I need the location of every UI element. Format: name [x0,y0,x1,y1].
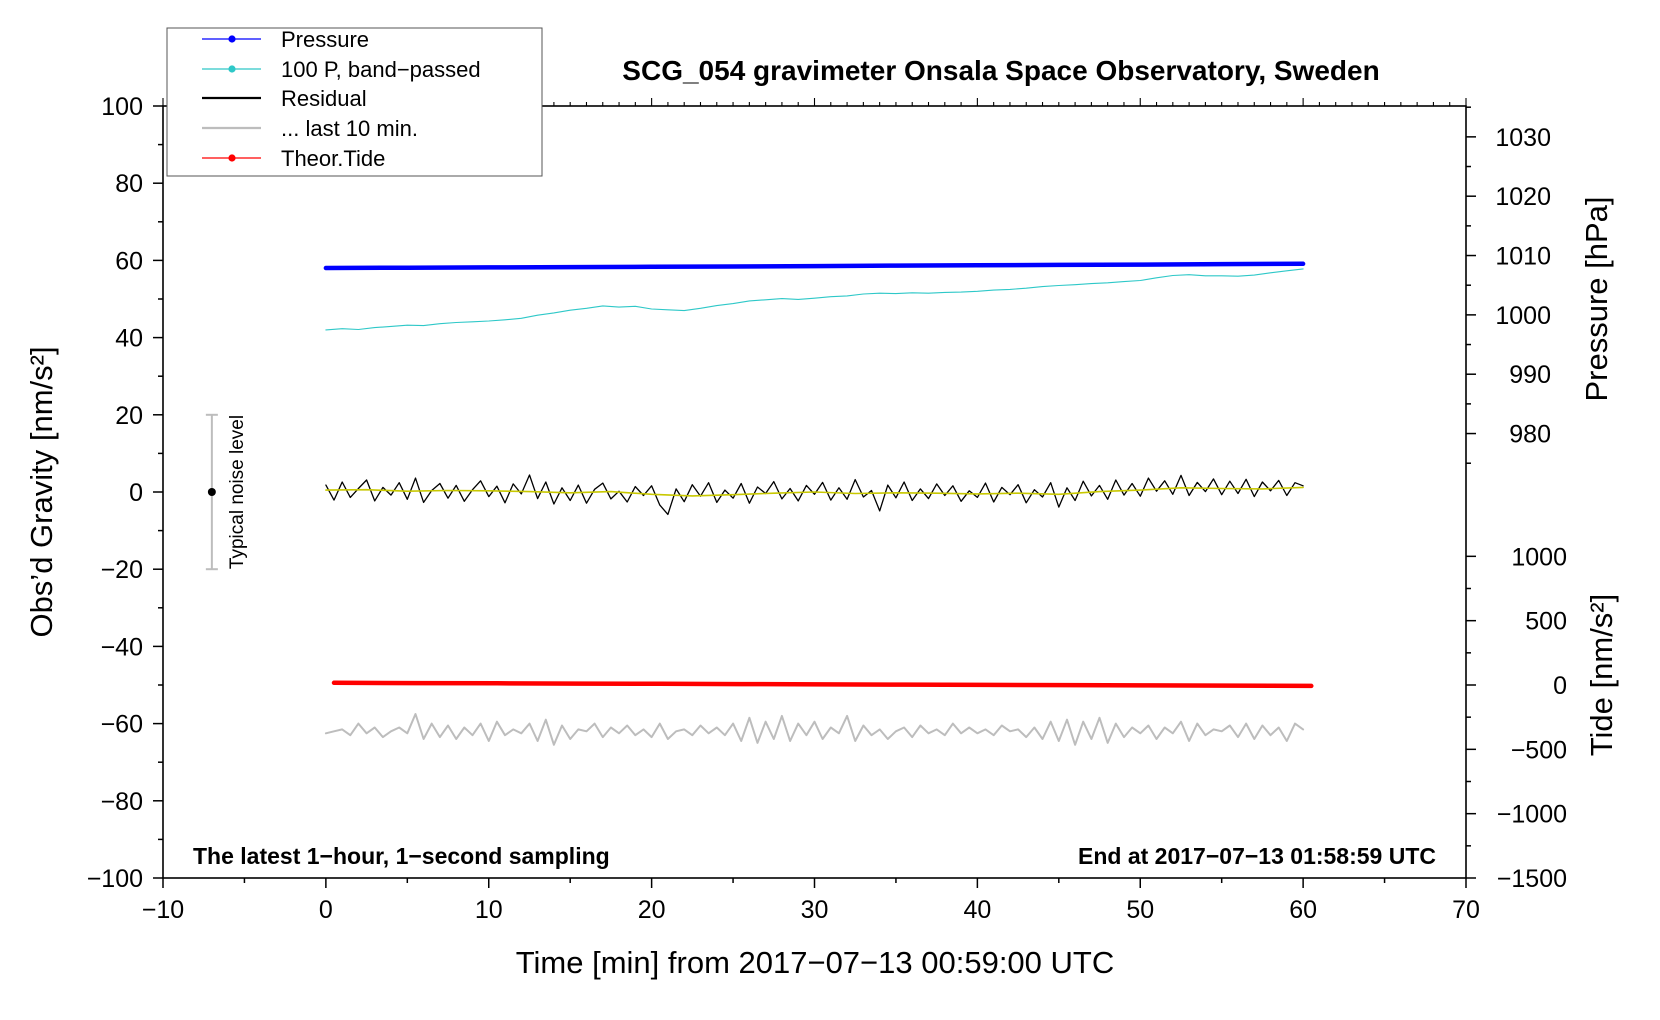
end-time-note: End at 2017−07−13 01:58:59 UTC [1078,843,1436,869]
x-tick-label: 60 [1289,896,1317,924]
sampling-note: The latest 1−hour, 1−second sampling [193,843,610,869]
pressure-axis-label: Pressure [hPa] [1579,196,1614,401]
tide-tick-label: −1000 [1497,801,1567,829]
pressure-tick-label: 1020 [1495,183,1551,211]
pressure-tick-label: 1000 [1495,302,1551,330]
legend-item-theor-tide: Theor.Tide [202,146,385,171]
legend-label: 100 P, band−passed [281,57,481,82]
tide-tick-label: −1500 [1497,865,1567,893]
legend-item-band-passed: 100 P, band−passed [202,57,481,82]
legend-label: Theor.Tide [281,146,385,171]
y-axis-label: Obs’d Gravity [nm/s²] [24,346,59,637]
series-line-residual [325,474,1304,516]
legend: Pressure 100 P, band−passed Residual ...… [166,27,543,177]
legend-swatch-marker [228,65,236,73]
y-tick-label: 100 [101,93,143,121]
tide-axis-label: Tide [nm/s²] [1584,594,1619,757]
tide-tick-label: −500 [1511,736,1567,764]
legend-box [166,27,543,177]
y-tick-label: −20 [101,556,143,584]
pressure-tick-label: 1010 [1495,243,1551,271]
pressure-tick-label: 1030 [1495,124,1551,152]
y-tick-label: −80 [101,788,143,816]
x-tick-label: −10 [142,896,184,924]
legend-label: Pressure [281,27,369,52]
pressure-tick-label: 990 [1509,361,1551,389]
y-tick-label: −40 [101,633,143,661]
x-tick-label: 50 [1126,896,1154,924]
x-axis-label: Time [min] from 2017−07−13 00:59:00 UTC [516,945,1115,980]
noise-level-label: Typical noise level [227,415,248,569]
noise-center-dot [207,488,216,496]
legend-item-pressure: Pressure [202,27,369,52]
y-tick-label: 80 [115,170,143,198]
x-tick-label: 10 [475,896,503,924]
legend-label: Residual [281,86,367,111]
legend-label: ... last 10 min. [281,116,418,141]
series-line-pressure [323,261,1306,271]
tide-tick-label: 500 [1525,608,1567,636]
x-tick-label: 0 [319,896,333,924]
series-layer [323,261,1314,746]
x-tick-label: 40 [963,896,991,924]
x-tick-label: 20 [638,896,666,924]
y-tick-label: −60 [101,711,143,739]
x-tick-label: 70 [1452,896,1480,924]
y-tick-label: 20 [115,402,143,430]
y-tick-label: −100 [87,865,143,893]
series-line-last-10-min [324,713,1305,746]
x-tick-label: 30 [801,896,829,924]
y-tick-label: 40 [115,325,143,353]
pressure-tick-label: 980 [1509,421,1551,449]
series-line-residual-smoothed [325,486,1304,497]
y-tick-label: 0 [129,479,143,507]
series-line-band-passed [325,268,1304,331]
legend-swatch-marker [228,35,236,43]
y-tick-label: 60 [115,247,143,275]
legend-item-residual: Residual [202,86,367,111]
tide-tick-label: 1000 [1511,543,1567,571]
tide-tick-label: 0 [1553,672,1567,700]
legend-item-last-10-min: ... last 10 min. [202,116,418,141]
chart-title: SCG_054 gravimeter Onsala Space Observat… [622,55,1379,86]
noise-level-indicator: Typical noise level [205,413,248,571]
legend-swatch-marker [228,154,236,162]
series-line-theor-tide [331,680,1314,689]
